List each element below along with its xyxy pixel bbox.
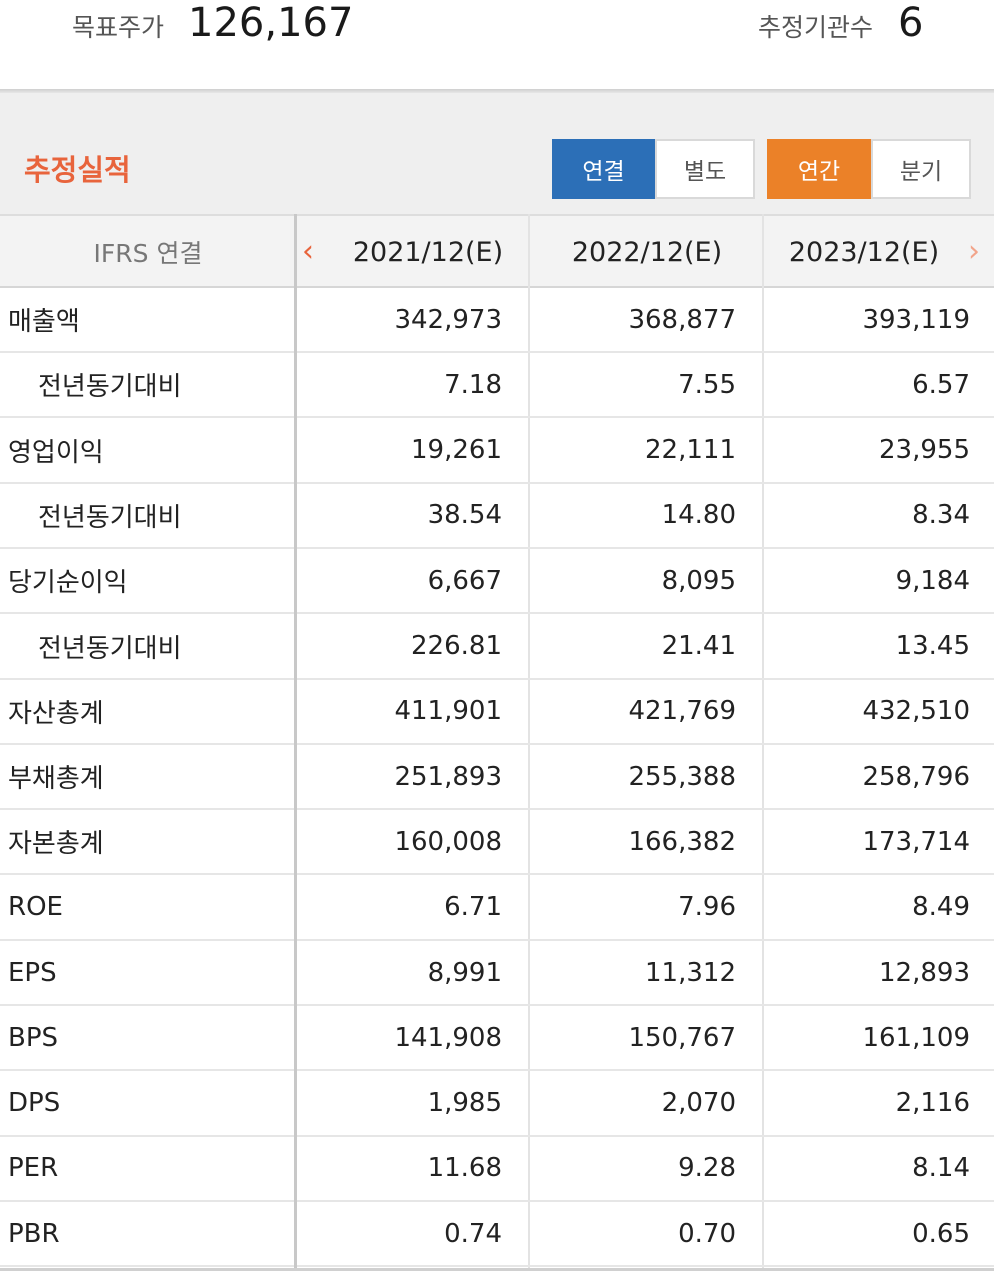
row-label: 전년동기대비 [38,372,182,403]
table-row: EPS 8,991 11,312 12,893 [0,941,994,1006]
table-cell: 8.49 [912,892,970,923]
table-header-row: IFRS 연결 ‹ 2021/12(E) 2022/12(E) 2023/12(… [0,214,994,288]
table-row: 당기순이익 6,667 8,095 9,184 [0,549,994,615]
scope-separate-button[interactable]: 별도 [655,139,755,199]
table-cell: 6,667 [427,565,502,596]
table-row: 자본총계 160,008 166,382 173,714 [0,810,994,876]
table-cell: 0.74 [444,1218,502,1249]
table-cell: 393,119 [862,304,970,335]
summary-bar: 목표주가 126,167 추정기관수 6 [0,0,994,93]
row-label: PBR [8,1218,60,1249]
scope-consolidated-button[interactable]: 연결 [552,139,655,199]
row-label: BPS [8,1022,59,1053]
table-row: PBR 0.74 0.70 0.65 [0,1202,994,1268]
row-label: DPS [8,1088,61,1119]
table-cell: 23,955 [879,435,970,466]
table-row: 자산총계 411,901 421,769 432,510 [0,680,994,745]
table-cell: 14.80 [661,500,736,531]
section-header: 추정실적 연결 별도 연간 분기 [0,93,994,214]
table-row: 전년동기대비 38.54 14.80 8.34 [0,484,994,549]
table-cell: 8,095 [661,565,736,596]
table-cell: 6.71 [444,892,502,923]
table-cell: 411,901 [394,696,502,727]
row-label: ROE [8,892,63,923]
table-cell: 2,070 [661,1088,736,1119]
table-cell: 6.57 [912,369,970,400]
table-row: DPS 1,985 2,070 2,116 [0,1072,994,1137]
table-cell: 160,008 [394,826,502,857]
table-cell: 1,985 [427,1088,502,1119]
table-cell: 22,111 [645,435,736,466]
table-row: BPS 141,908 150,767 161,109 [0,1006,994,1072]
chevron-left-icon[interactable]: ‹ [302,234,314,269]
column-divider [528,214,530,1270]
table-cell: 432,510 [862,696,970,727]
table-cell: 251,893 [394,761,502,792]
table-cell: 13.45 [895,631,970,661]
chevron-right-icon[interactable]: › [968,234,980,269]
table-row: ROE 6.71 7.96 8.49 [0,876,994,941]
divider [0,89,994,93]
row-label: 영업이익 [8,437,104,468]
section-title: 추정실적 [24,153,131,187]
row-label: 부채총계 [8,764,104,795]
row-label: 자산총계 [8,698,104,729]
table-cell: 258,796 [862,761,970,792]
analyst-count-value: 6 [898,0,924,46]
row-label: PER [8,1153,59,1184]
table-cell: 19,261 [411,435,502,466]
table-cell: 0.65 [912,1218,970,1249]
table-row: 부채총계 251,893 255,388 258,796 [0,745,994,811]
table-cell: 8,991 [427,957,502,988]
period-annual-button[interactable]: 연간 [767,139,871,199]
estimates-table: IFRS 연결 ‹ 2021/12(E) 2022/12(E) 2023/12(… [0,214,994,1270]
analyst-count-label: 추정기관수 [758,13,874,42]
table-cell: 226.81 [411,631,502,661]
table-cell: 21.41 [661,631,736,661]
column-divider [762,214,764,1270]
table-cell: 7.55 [678,369,736,400]
table-cell: 12,893 [879,957,970,988]
label-column-divider [294,214,297,1270]
column-header-2021: 2021/12(E) [352,236,504,268]
row-label: 자본총계 [8,829,104,860]
table-cell: 38.54 [427,500,502,531]
table-cell: 0.70 [678,1218,736,1249]
row-label: 당기순이익 [8,568,128,599]
table-cell: 9,184 [895,565,970,596]
period-quarterly-button[interactable]: 분기 [871,139,971,199]
table-cell: 2,116 [895,1088,970,1119]
column-header-2023: 2023/12(E) [788,236,940,268]
table-cell: 8.34 [912,500,970,531]
target-price-value: 126,167 [188,0,354,46]
table-cell: 173,714 [862,826,970,857]
table-cell: 8.14 [912,1153,970,1184]
row-label: 전년동기대비 [38,633,182,664]
row-label: 매출액 [8,307,80,337]
table-header-label: IFRS 연결 [93,239,203,268]
row-label: 전년동기대비 [38,502,182,533]
table-cell: 9.28 [678,1153,736,1184]
table-cell: 161,109 [862,1022,970,1053]
table-cell: 421,769 [628,696,736,727]
table-row: 전년동기대비 7.18 7.55 6.57 [0,353,994,419]
divider [0,1268,994,1271]
table-cell: 166,382 [628,826,736,857]
table-cell: 7.96 [678,892,736,923]
table-cell: 11,312 [645,957,736,988]
table-cell: 368,877 [628,304,736,335]
table-row: 영업이익 19,261 22,111 23,955 [0,419,994,484]
table-cell: 11.68 [427,1153,502,1184]
table-row: 전년동기대비 226.81 21.41 13.45 [0,615,994,680]
table-row: 매출액 342,973 368,877 393,119 [0,288,994,353]
table-row: PER 11.68 9.28 8.14 [0,1137,994,1202]
table-cell: 7.18 [444,369,502,400]
table-cell: 150,767 [628,1022,736,1053]
row-label: EPS [8,957,57,988]
table-cell: 141,908 [394,1022,502,1053]
target-price-label: 목표주가 [72,13,165,42]
table-cell: 342,973 [394,304,502,335]
column-header-2022: 2022/12(E) [571,236,723,268]
table-cell: 255,388 [628,761,736,792]
